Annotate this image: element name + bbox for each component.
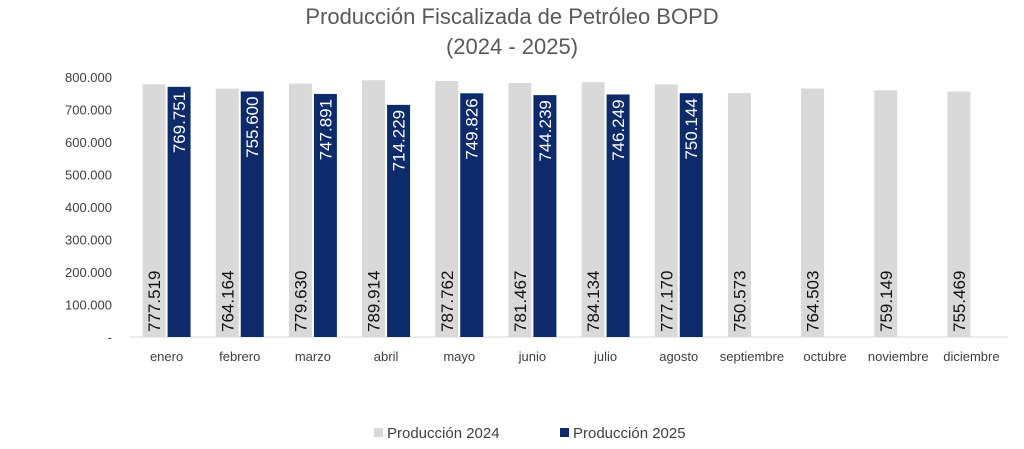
chart-title: Producción Fiscalizada de Petróleo BOPD (305, 4, 719, 29)
y-tick-label: 400.000 (65, 200, 112, 215)
bar-2024 (581, 82, 605, 337)
x-tick-label: junio (518, 349, 546, 364)
data-label-2024: 777.519 (145, 271, 164, 332)
bar-2024 (947, 91, 971, 338)
bar-2024 (215, 88, 239, 337)
bar-2024 (435, 80, 459, 337)
y-tick-label: 600.000 (65, 135, 112, 150)
data-label-2025: 714.229 (390, 110, 409, 171)
data-label-2024: 789.914 (365, 271, 384, 332)
legend-label: Producción 2025 (573, 425, 686, 442)
y-tick-label: 500.000 (65, 168, 112, 183)
bar-2024 (727, 93, 751, 337)
bar-2025 (606, 94, 630, 337)
data-label-2024: 764.164 (218, 271, 237, 332)
bar-2025 (679, 93, 703, 337)
x-tick-label: julio (593, 349, 617, 364)
y-tick-label: 200.000 (65, 265, 112, 280)
x-tick-label: agosto (659, 349, 698, 364)
data-label-2025: 769.751 (170, 92, 189, 153)
data-label-2025: 750.144 (682, 98, 701, 159)
bar-2024 (508, 83, 532, 337)
data-label-2024: 755.469 (950, 271, 969, 332)
bar-2025 (460, 93, 484, 337)
data-label-2024: 784.134 (584, 271, 603, 332)
data-label-2024: 777.170 (657, 271, 676, 332)
data-label-2024: 759.149 (877, 271, 896, 332)
bar-2024 (874, 90, 898, 337)
bar-2025 (387, 104, 411, 337)
bar-2024 (142, 84, 166, 337)
chart-subtitle: (2024 - 2025) (445, 34, 579, 59)
data-label-2024: 764.503 (804, 271, 823, 332)
data-label-2025: 749.826 (463, 98, 482, 159)
x-tick-label: mayo (443, 349, 475, 364)
data-label-2025: 746.249 (609, 99, 628, 160)
y-tick-label: 300.000 (65, 233, 112, 248)
legend-swatch (374, 428, 383, 437)
y-tick-label: - (108, 330, 112, 345)
bar-2025 (313, 93, 337, 337)
data-label-2025: 744.239 (536, 100, 555, 161)
legend-label: Producción 2024 (387, 425, 500, 442)
bar-2025 (533, 95, 557, 338)
data-label-2024: 750.573 (730, 271, 749, 332)
legend-swatch (560, 428, 569, 437)
bar-2025 (240, 91, 264, 338)
x-tick-label: marzo (295, 349, 331, 364)
y-tick-label: 700.000 (65, 103, 112, 118)
bar-2024 (654, 84, 678, 338)
x-tick-label: diciembre (943, 349, 999, 364)
data-label-2025: 755.600 (243, 96, 262, 157)
x-tick-label: septiembre (720, 349, 784, 364)
data-label-2024: 781.467 (511, 271, 530, 332)
x-tick-label: octubre (803, 349, 846, 364)
x-tick-label: noviembre (868, 349, 929, 364)
y-tick-label: 800.000 (65, 70, 112, 85)
x-tick-label: enero (150, 349, 183, 364)
data-label-2025: 747.891 (316, 99, 335, 160)
x-tick-label: febrero (219, 349, 260, 364)
bar-2024 (288, 83, 312, 338)
bar-2024 (362, 80, 386, 337)
y-tick-label: 100.000 (65, 298, 112, 313)
x-tick-label: abril (374, 349, 399, 364)
bar-2024 (801, 88, 825, 337)
data-label-2024: 787.762 (438, 271, 457, 332)
data-label-2024: 779.630 (291, 271, 310, 332)
bar-2025 (167, 86, 191, 337)
